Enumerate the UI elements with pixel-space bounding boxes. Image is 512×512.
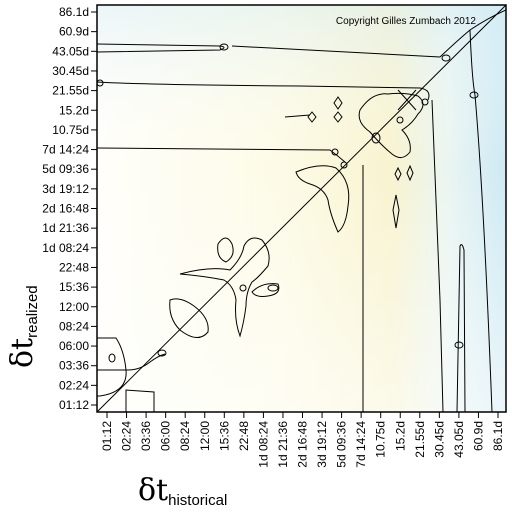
contour-band-top-right [231,45,441,58]
contour-small-10 [454,341,464,349]
x-axis-label-symbol: δt [138,473,168,508]
contour-vertical-60d [469,29,493,412]
contour-small-7 [371,132,381,144]
contour-small-12 [108,353,116,363]
y-tick-label: 2d 16:48 [42,202,89,216]
x-tick-label: 15.2d [393,421,407,451]
y-tick-label: 22:48 [59,260,89,274]
y-axis-label-symbol: δt [5,338,40,368]
x-tick-label: 43.05d [452,421,466,458]
y-tick-label: 15:36 [59,280,89,294]
y-tick-label: 03:36 [59,359,89,373]
x-axis-ticks: 01:12 02:24 03:36 06:00 08:24 12:00 15:36 22:48… [100,412,505,468]
x-tick-label: 12:00 [198,421,212,451]
contour-sliver-1 [284,114,311,118]
y-tick-label: 06:00 [59,339,89,353]
x-tick-label: 01:12 [100,421,114,451]
x-tick-label: 1d 21:36 [276,421,290,468]
contour-band-7d [97,147,346,163]
x-tick-label: 86.1d [491,421,505,451]
y-tick-label: 5d 09:36 [42,162,89,176]
contour-vertical-43d [456,244,466,412]
y-tick-label: 43.05d [52,44,89,58]
contour-vertical-30d [431,99,444,412]
contour-small-4 [97,79,104,87]
contour-small-2 [441,54,451,62]
y-axis-label-subscript: realized [24,285,41,338]
y-tick-label: 86.1d [59,5,89,19]
y-tick-label: 21.55d [52,84,89,98]
contour-small-3 [469,91,479,99]
x-tick-label: 30.45d [432,421,446,458]
x-tick-label: 22:48 [237,421,251,451]
contour-diamond-5 [406,164,414,182]
contour-diamond-4 [394,166,402,182]
contour-lower-left-2 [97,353,166,371]
x-axis-label: δthistorical [138,473,227,509]
contour-cluster-1 [358,92,424,158]
y-tick-label: 30.45d [52,64,89,78]
contour-cluster-4 [217,237,234,263]
y-tick-label: 10.75d [52,123,89,137]
contour-small-1 [219,43,229,51]
x-axis-label-subscript: historical [168,492,227,509]
y-tick-label: 1d 21:36 [42,221,89,235]
x-tick-label: 7d 14:24 [354,421,368,468]
y-tick-label: 15.2d [59,103,89,117]
x-tick-label: 5d 09:36 [335,421,349,468]
x-tick-label: 08:24 [178,421,192,451]
y-tick-label: 12:00 [59,300,89,314]
contour-band-mid [97,81,430,101]
contour-sliver-2 [392,194,400,229]
x-tick-label: 21.55d [413,421,427,458]
y-tick-label: 3d 19:12 [42,182,89,196]
x-tick-label: 1d 08:24 [256,421,270,468]
contour-small-14 [267,284,279,292]
y-tick-label: 1d 08:24 [42,241,89,255]
contour-diamond-1 [333,96,343,110]
contour-small-6 [396,116,404,124]
x-tick-label: 2d 16:48 [296,421,310,468]
contour-diamond-2 [333,111,343,123]
y-axis-ticks: 01:12 02:24 03:36 06:00 08:24 12:00 15:36 22:48… [42,5,97,412]
contour-lines [97,5,506,412]
x-tick-label: 02:24 [120,421,134,451]
copyright-text: Copyright Gilles Zumbach 2012 [336,16,477,27]
y-axis-label: δtrealized [5,285,41,368]
x-tick-label: 3d 19:12 [315,421,329,468]
contour-corner [439,9,506,58]
contour-cross [397,89,417,111]
contour-small-11 [157,349,167,357]
contour-cluster-3 [179,237,270,338]
contour-small-9 [340,161,348,169]
x-tick-label: 03:36 [139,421,153,451]
contour-small-5 [421,98,429,106]
contour-cluster-2 [295,165,350,233]
x-tick-label: 10.75d [374,421,388,458]
contour-small-8 [331,148,339,156]
contour-small-13 [239,284,247,292]
y-tick-label: 02:24 [59,378,89,392]
contour-cluster-5 [251,283,280,297]
diagonal-line [97,5,506,412]
y-tick-label: 08:24 [59,319,89,333]
y-tick-label: 7d 14:24 [42,143,89,157]
contour-cluster-6 [169,298,209,338]
y-tick-label: 01:12 [59,398,89,412]
x-tick-label: 06:00 [159,421,173,451]
x-tick-label: 15:36 [217,421,231,451]
x-tick-label: 60.9d [471,421,485,451]
contour-lower-left-3 [125,389,155,412]
y-tick-label: 60.9d [59,25,89,39]
